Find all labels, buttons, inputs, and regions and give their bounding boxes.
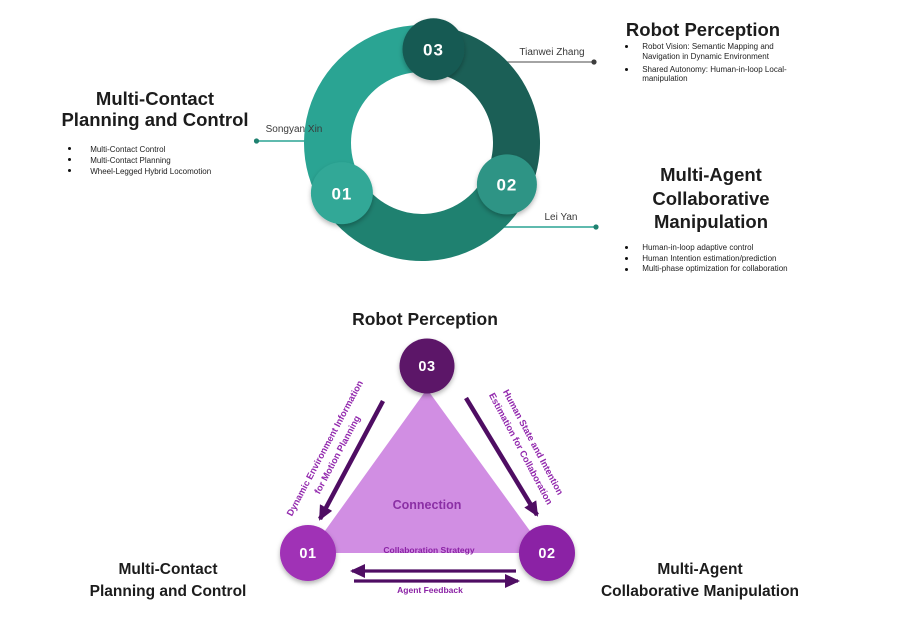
topic-title-line: Multi-Agent bbox=[657, 561, 743, 578]
bullet-item: Wheel-Legged Hybrid Locomotion bbox=[68, 166, 298, 177]
topic-bullets-robot-perception: Robot Vision: Semantic Mapping and Navig… bbox=[625, 42, 797, 87]
topic-title-line: Planning and Control bbox=[61, 109, 249, 130]
bullet-text: Wheel-Legged Hybrid Locomotion bbox=[90, 167, 212, 176]
connector-dot-songyan bbox=[253, 138, 260, 144]
person-label-tianwei-zhang: Tianwei Zhang bbox=[519, 47, 585, 58]
donut-chart: 01 02 03 bbox=[253, 18, 599, 262]
triangle-node-01 bbox=[280, 525, 336, 581]
bullet-text: Multi-phase optimization for collaborati… bbox=[642, 264, 788, 274]
bullet-item: Multi-Contact Control bbox=[68, 144, 298, 155]
topic-title-multi-agent: Multi-Agent Collaborative Manipulation bbox=[611, 163, 811, 234]
triangle-node-03-number: 03 bbox=[418, 359, 435, 375]
person-label-songyan-xin: Songyan Xin bbox=[265, 124, 323, 135]
bullet-text: Shared Autonomy: Human-in-loop Local-man… bbox=[642, 64, 787, 84]
triangle-node-02 bbox=[519, 525, 575, 581]
topic-bullets-multi-agent: Human-in-loop adaptive control Human Int… bbox=[625, 243, 835, 275]
bullet-dot-icon bbox=[68, 158, 72, 162]
donut-node-02-number: 02 bbox=[496, 176, 517, 195]
bullet-dot-icon bbox=[625, 256, 629, 261]
arrow-perception-to-planning bbox=[318, 399, 385, 521]
donut-segment-01 bbox=[303, 25, 437, 206]
topic-title-line: Multi-Contact bbox=[95, 88, 215, 109]
bullet-dot-icon bbox=[625, 267, 629, 271]
donut-node-01-number: 01 bbox=[331, 185, 352, 204]
arrow-perception-to-manipulation bbox=[464, 396, 539, 517]
bullet-text: Multi-Contact Control bbox=[90, 145, 166, 154]
triangle-node-02-number: 02 bbox=[538, 546, 555, 562]
bullet-item: Robot Vision: Semantic Mapping and Navig… bbox=[625, 42, 797, 62]
bullet-text: Human-in-loop adaptive control bbox=[642, 243, 754, 252]
bullet-text: Human Intention estimation/prediction bbox=[642, 253, 777, 263]
topic-title-line: Collaborative bbox=[652, 187, 770, 209]
bullet-dot-icon bbox=[625, 67, 629, 71]
bullet-dot-icon bbox=[625, 246, 629, 250]
agent-feedback-label: Agent Feedback bbox=[397, 585, 463, 595]
triangle-chart: Dynamic Environment Information for Moti… bbox=[280, 338, 575, 588]
donut-node-03 bbox=[402, 18, 465, 81]
triangle-node-03 bbox=[399, 338, 455, 394]
triangle-title-robot-perception: Robot Perception bbox=[352, 309, 498, 329]
topic-title-line: Planning and Control bbox=[89, 583, 247, 600]
bullet-text: Multi-Contact Planning bbox=[90, 156, 171, 165]
topic-title-line: Multi-Contact bbox=[118, 561, 218, 578]
triangle-title-multi-agent: Multi-Agent Collaborative Manipulation bbox=[575, 559, 825, 603]
donut-node-01 bbox=[310, 162, 373, 225]
bullet-item: Human-in-loop adaptive control bbox=[625, 243, 835, 254]
bullet-item: Shared Autonomy: Human-in-loop Local-man… bbox=[625, 65, 797, 85]
topic-bullets-multi-contact: Multi-Contact Control Multi-Contact Plan… bbox=[68, 144, 298, 177]
collaboration-strategy-label: Collaboration Strategy bbox=[383, 545, 475, 555]
bullet-item: Multi-Contact Planning bbox=[68, 155, 298, 166]
bullet-text: Robot Vision: Semantic Mapping and Navig… bbox=[642, 42, 774, 61]
topic-title-line: Manipulation bbox=[653, 211, 769, 232]
donut-segment-02 bbox=[321, 174, 529, 262]
connection-label: Connection bbox=[392, 498, 462, 512]
connector-dot-leiyan bbox=[593, 224, 599, 230]
donut-node-02 bbox=[476, 154, 537, 215]
bullet-item: Multi-phase optimization for collaborati… bbox=[625, 264, 835, 275]
bullet-item: Human Intention estimation/prediction bbox=[625, 254, 835, 265]
triangle-node-01-number: 01 bbox=[299, 546, 316, 562]
bullet-dot-icon bbox=[68, 147, 72, 151]
topic-title-line: Multi-Agent bbox=[660, 164, 762, 185]
person-label-lei-yan: Lei Yan bbox=[544, 212, 578, 223]
bullet-dot-icon bbox=[68, 169, 72, 173]
topic-title-line: Collaborative Manipulation bbox=[600, 583, 800, 600]
topic-title-robot-perception: Robot Perception bbox=[625, 19, 781, 40]
bullet-dot-icon bbox=[625, 45, 629, 49]
connector-dot-tianwei bbox=[591, 59, 597, 65]
triangle-shape bbox=[309, 389, 546, 553]
triangle-title-multi-contact: Multi-Contact Planning and Control bbox=[58, 559, 278, 603]
topic-title-multi-contact: Multi-Contact Planning and Control bbox=[40, 88, 270, 130]
donut-node-03-number: 03 bbox=[423, 41, 444, 60]
